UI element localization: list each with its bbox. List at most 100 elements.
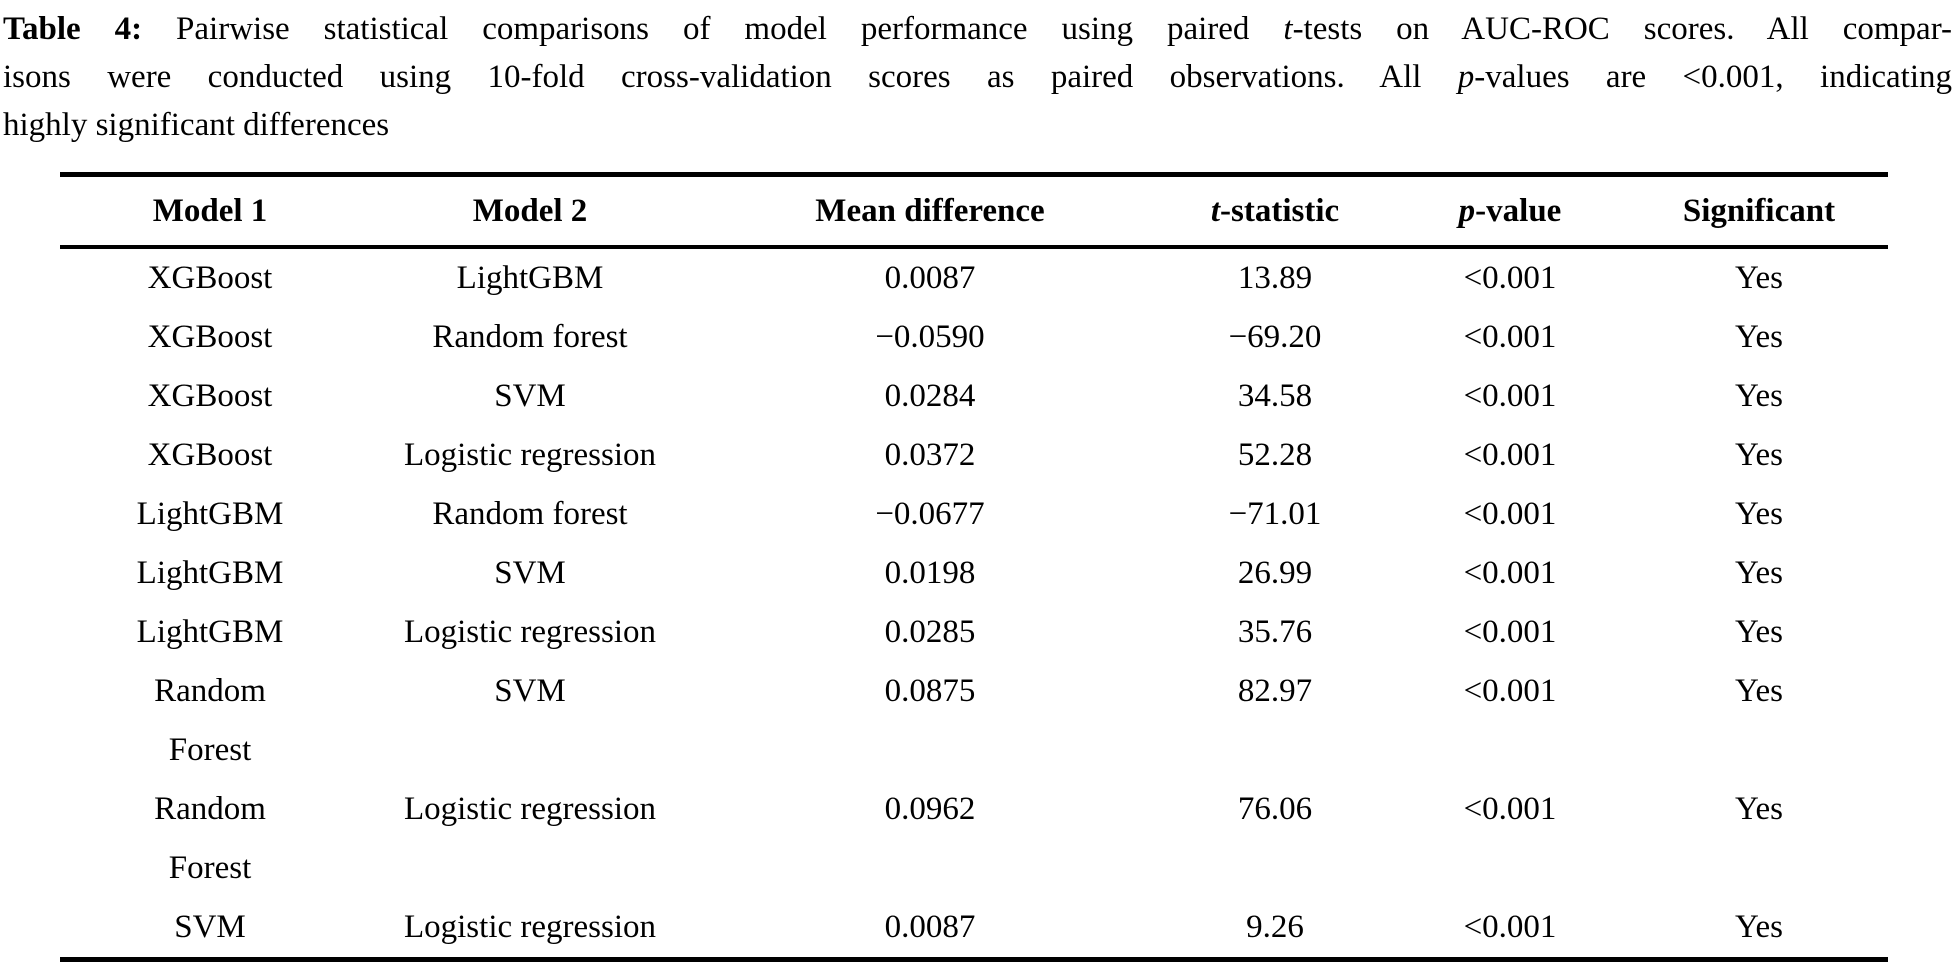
table-row: SVM Logistic regression 0.0087 9.26 <0.001 Ye… bbox=[60, 898, 1888, 960]
column-header-model2: Model 2 bbox=[360, 174, 700, 249]
cell-model1: LightGBM bbox=[136, 555, 284, 591]
cell-p_value: <0.001 bbox=[1463, 496, 1557, 532]
caption-text: -values are <0.001, indicating bbox=[1474, 59, 1952, 95]
cell-model2: Logistic regression bbox=[403, 791, 657, 827]
column-header-p_value: p-value bbox=[1390, 174, 1630, 249]
cell-t_statistic: 35.76 bbox=[1237, 614, 1313, 650]
header-text: -value bbox=[1475, 192, 1562, 229]
table-row: LightGBM SVM 0.0198 26.99 <0.001 Yes bbox=[60, 544, 1888, 603]
cell-t_statistic: 13.89 bbox=[1237, 260, 1313, 296]
cell-model2: Random forest bbox=[432, 319, 628, 355]
cell-significant: Yes bbox=[1734, 496, 1784, 532]
cell-model2: Logistic regression bbox=[403, 909, 657, 945]
table-row: XGBoost SVM 0.0284 34.58 <0.001 Yes bbox=[60, 367, 1888, 426]
cell-p_value: <0.001 bbox=[1463, 909, 1557, 945]
caption-text: -tests on AUC-ROC scores. All compar- bbox=[1292, 11, 1953, 47]
caption-text: Pairwise statistical comparisons of mode… bbox=[142, 11, 1284, 47]
cell-p_value: <0.001 bbox=[1463, 319, 1557, 355]
cell-p_value: <0.001 bbox=[1463, 437, 1557, 473]
cell-mean_difference: −0.0677 bbox=[875, 496, 985, 532]
table-row: LightGBM Random forest −0.0677 −71.01 <0.001… bbox=[60, 485, 1888, 544]
cell-mean_difference: 0.0285 bbox=[884, 614, 976, 650]
cell-t_statistic: 34.58 bbox=[1237, 378, 1313, 414]
cell-model2: Logistic regression bbox=[403, 437, 657, 473]
table-body: XGBoost LightGBM 0.0087 13.89 <0.001 Yes XGBoo… bbox=[60, 247, 1888, 960]
caption-line: highly significant differences bbox=[3, 101, 1952, 149]
cell-significant: Yes bbox=[1734, 378, 1784, 414]
cell-model1: XGBoost bbox=[147, 378, 273, 414]
table-row: Random Forest SVM 0.0875 82.97 <0.001 Yes bbox=[60, 662, 1888, 780]
cell-t_statistic: 82.97 bbox=[1237, 673, 1313, 709]
cell-p_value: <0.001 bbox=[1463, 260, 1557, 296]
cell-mean_difference: 0.0962 bbox=[884, 791, 976, 827]
cell-mean_difference: 0.0875 bbox=[884, 673, 976, 709]
header-math-var: p bbox=[1458, 192, 1476, 229]
cell-model2: Logistic regression bbox=[403, 614, 657, 650]
cell-model1: Random Forest bbox=[154, 791, 266, 886]
cell-mean_difference: 0.0198 bbox=[884, 555, 976, 591]
cell-model1: SVM bbox=[174, 909, 246, 945]
cell-t_statistic: 52.28 bbox=[1237, 437, 1313, 473]
caption-line: isons were conducted using 10-fold cross… bbox=[3, 53, 1952, 101]
caption-math-var: t bbox=[1283, 11, 1293, 47]
column-header-model1: Model 1 bbox=[60, 174, 360, 249]
cell-model2: SVM bbox=[494, 378, 566, 414]
cell-model2: SVM bbox=[494, 555, 566, 591]
table-caption: Table 4: Pairwise statistical comparison… bbox=[0, 0, 1956, 149]
cell-t_statistic: 26.99 bbox=[1237, 555, 1313, 591]
cell-p_value: <0.001 bbox=[1463, 614, 1557, 650]
cell-p_value: <0.001 bbox=[1463, 378, 1557, 414]
header-text: Model 1 bbox=[152, 192, 268, 229]
header-math-var: t bbox=[1210, 192, 1221, 229]
header-text: -statistic bbox=[1220, 192, 1340, 229]
cell-p_value: <0.001 bbox=[1463, 555, 1557, 591]
table-row: XGBoost Logistic regression 0.0372 52.28 <0.… bbox=[60, 426, 1888, 485]
results-table: Model 1 Model 2 Mean difference t-statistic… bbox=[60, 172, 1888, 962]
cell-mean_difference: 0.0087 bbox=[884, 909, 976, 945]
header-text: Model 2 bbox=[472, 192, 588, 229]
cell-model2: Random forest bbox=[432, 496, 628, 532]
header-text: Mean difference bbox=[815, 192, 1045, 229]
cell-model2: LightGBM bbox=[456, 260, 604, 296]
cell-t_statistic: −69.20 bbox=[1228, 319, 1322, 355]
column-header-significant: Significant bbox=[1630, 174, 1888, 249]
cell-t_statistic: −71.01 bbox=[1228, 496, 1322, 532]
cell-t_statistic: 9.26 bbox=[1246, 909, 1304, 945]
cell-mean_difference: 0.0087 bbox=[884, 260, 976, 296]
cell-significant: Yes bbox=[1734, 909, 1784, 945]
caption-text: highly significant differences bbox=[3, 107, 390, 143]
cell-mean_difference: 0.0284 bbox=[884, 378, 976, 414]
cell-significant: Yes bbox=[1734, 614, 1784, 650]
cell-model1: LightGBM bbox=[136, 614, 284, 650]
table-row: XGBoost LightGBM 0.0087 13.89 <0.001 Yes bbox=[60, 247, 1888, 308]
cell-model1: LightGBM bbox=[136, 496, 284, 532]
cell-mean_difference: −0.0590 bbox=[875, 319, 985, 355]
table-header: Model 1 Model 2 Mean difference t-statistic… bbox=[60, 174, 1888, 249]
table-row: Random Forest Logistic regression 0.0962 76… bbox=[60, 780, 1888, 898]
cell-p_value: <0.001 bbox=[1463, 791, 1557, 827]
caption-label: Table 4: bbox=[3, 11, 143, 47]
cell-significant: Yes bbox=[1734, 673, 1784, 709]
cell-model1: XGBoost bbox=[147, 319, 273, 355]
table-row: LightGBM Logistic regression 0.0285 35.76 <0… bbox=[60, 603, 1888, 662]
cell-model2: SVM bbox=[494, 673, 566, 709]
header-row: Model 1 Model 2 Mean difference t-statistic… bbox=[60, 174, 1888, 249]
cell-p_value: <0.001 bbox=[1463, 673, 1557, 709]
cell-significant: Yes bbox=[1734, 319, 1784, 355]
cell-significant: Yes bbox=[1734, 260, 1784, 296]
column-header-t_statistic: t-statistic bbox=[1160, 174, 1390, 249]
cell-significant: Yes bbox=[1734, 791, 1784, 827]
table-row: XGBoost Random forest −0.0590 −69.20 <0.001 Y… bbox=[60, 308, 1888, 367]
column-header-mean_difference: Mean difference bbox=[700, 174, 1160, 249]
cell-mean_difference: 0.0372 bbox=[884, 437, 976, 473]
header-text: Significant bbox=[1682, 192, 1836, 229]
caption-math-var: p bbox=[1457, 59, 1475, 95]
cell-significant: Yes bbox=[1734, 437, 1784, 473]
cell-model1: XGBoost bbox=[147, 260, 273, 296]
cell-t_statistic: 76.06 bbox=[1237, 791, 1313, 827]
caption-line: Table 4: Pairwise statistical comparison… bbox=[3, 5, 1952, 53]
cell-model1: XGBoost bbox=[147, 437, 273, 473]
caption-text: isons were conducted using 10-fold cross… bbox=[3, 59, 1458, 95]
cell-model1: Random Forest bbox=[154, 673, 266, 768]
cell-significant: Yes bbox=[1734, 555, 1784, 591]
